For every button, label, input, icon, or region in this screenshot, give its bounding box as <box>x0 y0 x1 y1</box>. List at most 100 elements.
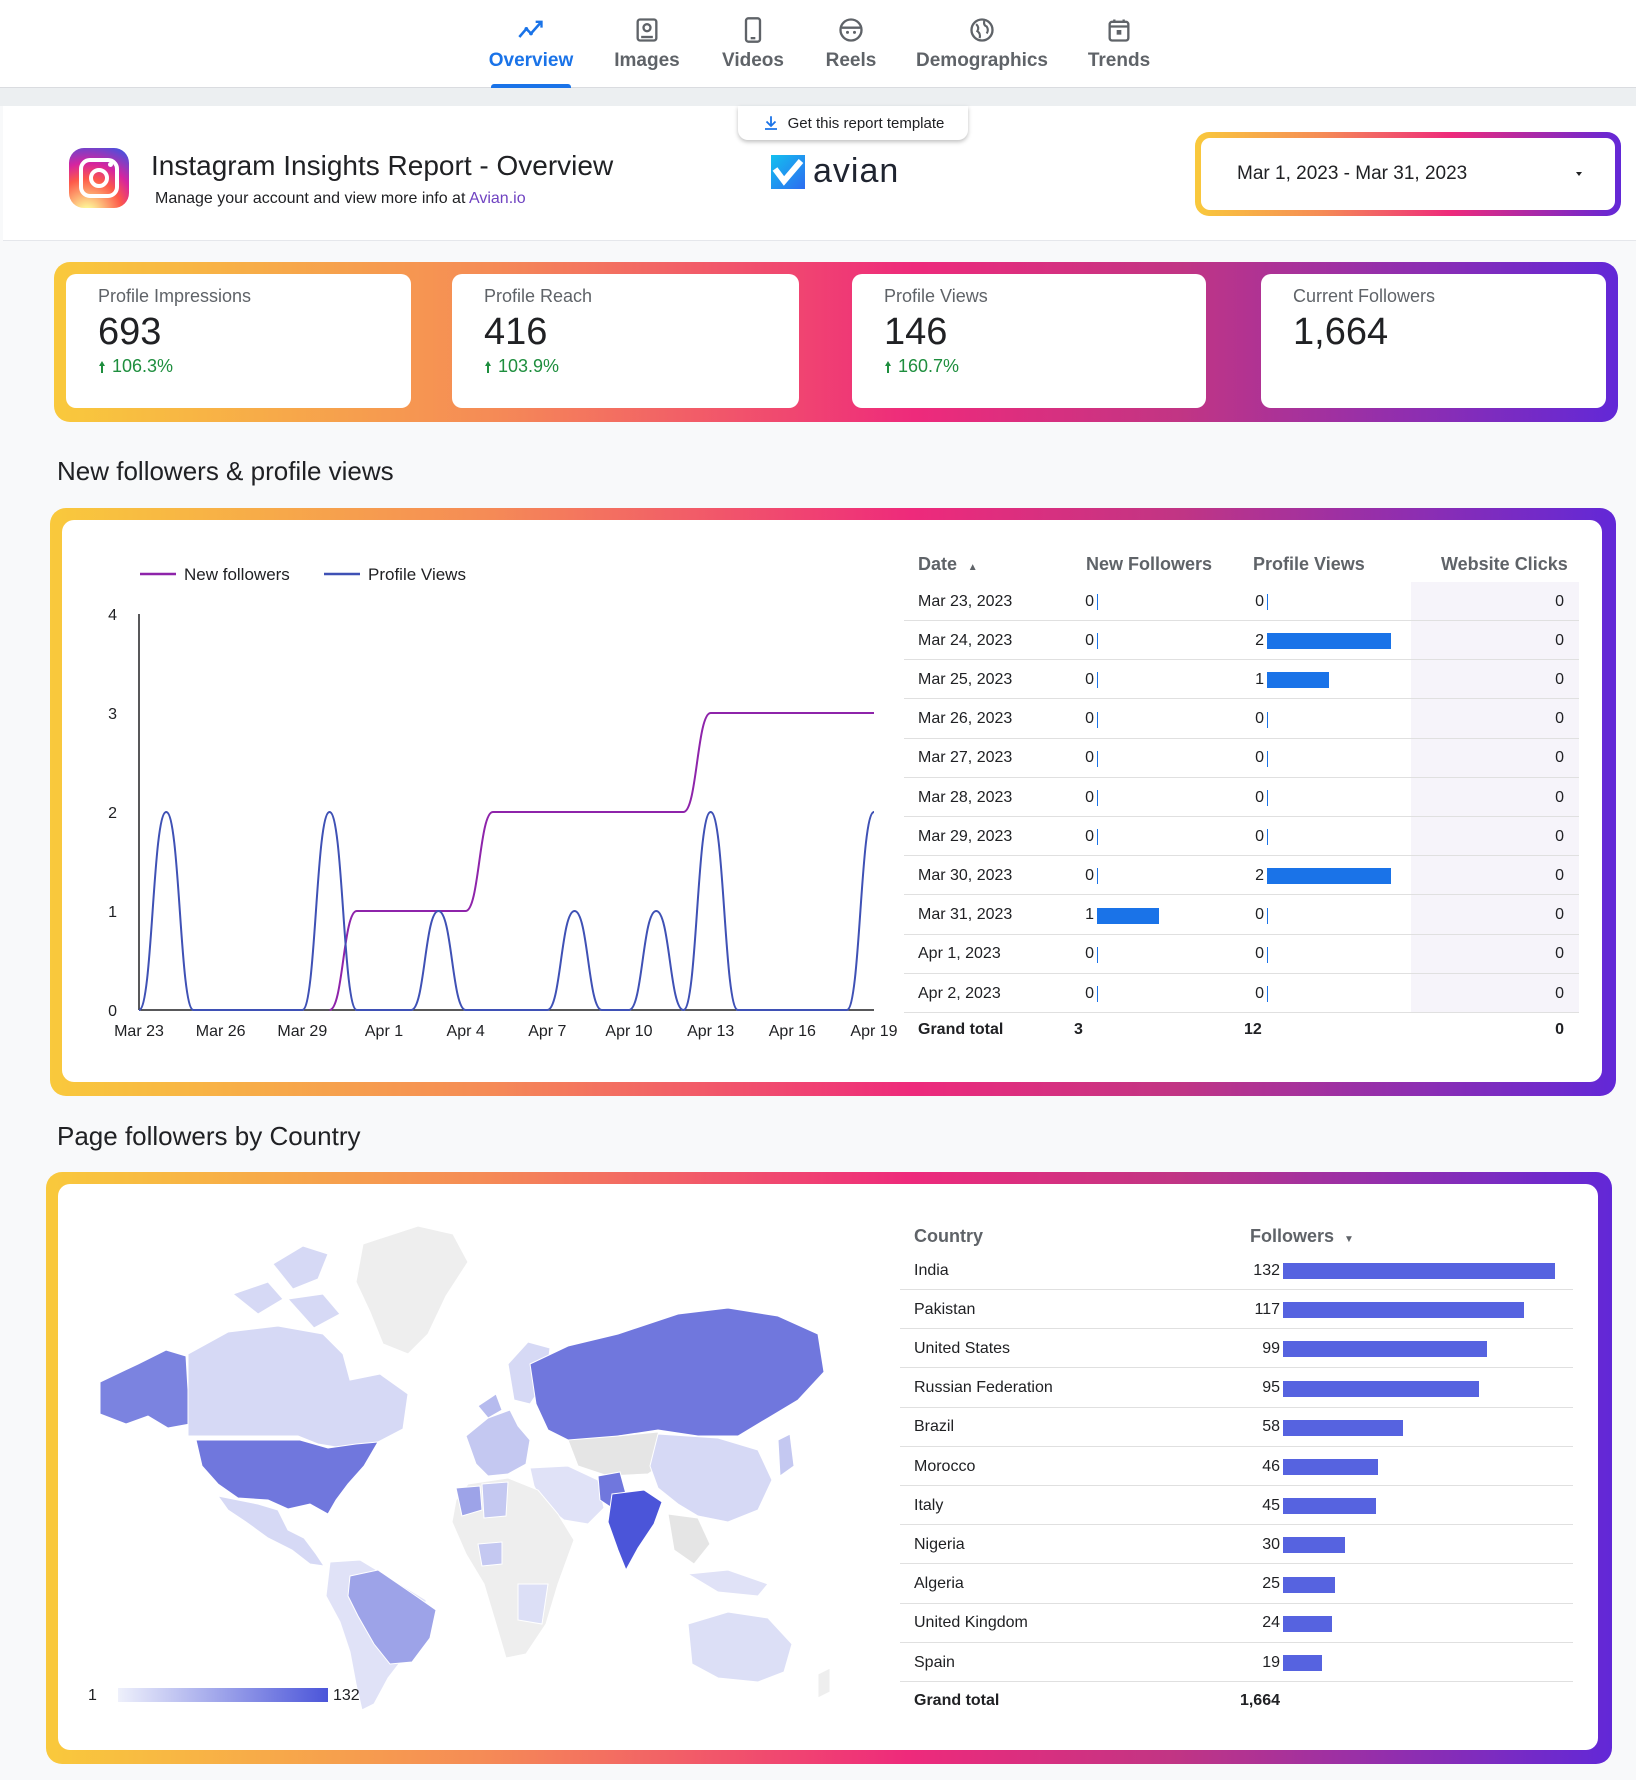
table-row[interactable]: Mar 31, 2023 1 0 0 <box>904 896 1579 935</box>
x-tick-label: Apr 13 <box>687 1023 734 1040</box>
profile-views-bar <box>1267 986 1268 1002</box>
column-header[interactable]: Website Clicks <box>1441 554 1568 574</box>
new-followers-bar <box>1097 868 1098 885</box>
followers-bar <box>1283 1302 1525 1319</box>
column-header-followers[interactable]: Followers ▼ <box>1250 1226 1354 1246</box>
table-row[interactable]: Italy 45 <box>900 1486 1573 1526</box>
website-clicks-cell: 0 <box>1555 592 1564 610</box>
new-followers-bar <box>1097 829 1098 846</box>
kpi-value: 146 <box>884 311 948 353</box>
date-cell: Apr 2, 2023 <box>918 984 1001 1002</box>
column-header[interactable]: New Followers <box>1086 554 1213 574</box>
table-row[interactable]: Mar 25, 2023 0 1 0 <box>904 660 1579 700</box>
table-row[interactable]: Mar 27, 2023 0 0 0 <box>904 739 1579 778</box>
avian-mark-icon <box>771 154 805 189</box>
table-row[interactable]: Apr 2, 2023 0 0 0 <box>904 974 1579 1013</box>
table-row[interactable]: Morocco 46 <box>900 1447 1573 1486</box>
tab-overview[interactable]: Overview <box>488 0 574 88</box>
grand-total-label: Grand total <box>914 1692 1000 1710</box>
tab-demographics[interactable]: Demographics <box>916 0 1048 88</box>
new-followers-bar <box>1097 633 1098 650</box>
table-row[interactable]: Nigeria 30 <box>900 1525 1573 1565</box>
get-template-label: Get this report template <box>787 114 945 132</box>
x-tick-label: Apr 19 <box>850 1023 897 1040</box>
column-header[interactable]: Date ▲ <box>918 554 978 574</box>
y-tick-label: 2 <box>108 805 117 822</box>
country-cell: Nigeria <box>914 1535 965 1553</box>
table-row[interactable]: Brazil 58 <box>900 1408 1573 1447</box>
table-row[interactable]: Apr 1, 2023 0 0 0 <box>904 935 1579 974</box>
new-followers-cell: 0 <box>1085 592 1094 610</box>
date-cell: Mar 29, 2023 <box>918 827 1013 845</box>
profile-views-cell: 1 <box>1255 670 1264 688</box>
profile-views-cell: 0 <box>1255 749 1264 767</box>
kpi-label: Profile Views <box>884 286 988 306</box>
profile-views-cell: 0 <box>1255 945 1264 963</box>
table-row[interactable]: Spain 19 <box>900 1643 1573 1682</box>
get-template-button[interactable]: Get this report template <box>738 106 968 140</box>
followers-cell: 25 <box>1262 1575 1280 1593</box>
x-tick-label: Mar 23 <box>114 1023 164 1040</box>
y-tick-label: 1 <box>108 904 117 921</box>
x-tick-label: Apr 1 <box>365 1023 403 1040</box>
country-panel-body: 1 132 Country Followers ▼ India 132 Pakistan 1… <box>58 1184 1598 1750</box>
kpi-card-impressions: Profile Impressions 693 106.3% <box>66 274 411 408</box>
calendar-icon <box>1108 19 1130 42</box>
new-followers-bar <box>1097 672 1098 689</box>
table-row[interactable]: Russian Federation 95 <box>900 1369 1573 1408</box>
table-row[interactable]: United Kingdom 24 <box>900 1604 1573 1643</box>
date-range-value: Mar 1, 2023 - Mar 31, 2023 <box>1237 163 1468 184</box>
country-cell: India <box>914 1261 949 1279</box>
grand-total-label: Grand total <box>918 1021 1004 1039</box>
new-followers-cell: 0 <box>1085 827 1094 845</box>
date-range-picker[interactable]: Mar 1, 2023 - Mar 31, 2023 <box>1195 132 1621 216</box>
new-followers-cell: 0 <box>1085 631 1094 649</box>
table-row[interactable]: Mar 28, 2023 0 0 0 <box>904 778 1579 817</box>
avian-link[interactable]: Avian.io <box>468 190 526 207</box>
trending-icon <box>518 20 543 38</box>
table-row[interactable]: Mar 26, 2023 0 0 0 <box>904 700 1579 739</box>
y-tick-label: 4 <box>108 607 117 624</box>
tab-reels[interactable]: Reels <box>823 0 879 88</box>
kpi-panel: Profile Impressions 693 106.3% Profile R… <box>54 262 1618 422</box>
dropdown-arrow-icon <box>1576 172 1582 176</box>
table-row[interactable]: Mar 29, 2023 0 0 0 <box>904 817 1579 857</box>
phone-icon <box>744 17 762 43</box>
column-header-country[interactable]: Country <box>914 1226 983 1246</box>
kpi-delta-value: 160.7% <box>898 356 960 376</box>
map-legend-gradient <box>118 1688 328 1702</box>
table-row[interactable]: Mar 24, 2023 0 2 0 <box>904 621 1579 661</box>
avian-wordmark: avian <box>813 152 900 190</box>
new-followers-cell: 0 <box>1085 788 1094 806</box>
profile-views-cell: 0 <box>1255 788 1264 806</box>
x-tick-label: Apr 16 <box>769 1023 816 1040</box>
column-header[interactable]: Profile Views <box>1253 554 1365 574</box>
followers-cell: 95 <box>1262 1379 1280 1397</box>
tab-videos[interactable]: Videos <box>720 0 786 88</box>
kpi-value: 693 <box>98 311 162 353</box>
new-followers-bar <box>1097 907 1159 924</box>
table-row[interactable]: United States 99 <box>900 1329 1573 1369</box>
profile-views-bar <box>1267 790 1268 806</box>
image-icon <box>636 18 658 42</box>
x-tick-label: Apr 4 <box>447 1023 485 1040</box>
map-legend-max: 132 <box>333 1687 360 1704</box>
table-row[interactable]: India 132 <box>900 1251 1573 1290</box>
table-row[interactable]: Mar 30, 2023 0 2 0 <box>904 856 1579 896</box>
date-cell: Mar 26, 2023 <box>918 710 1013 728</box>
world-map[interactable]: 1 132 <box>78 1204 908 1724</box>
top-navigation: Overview Images Videos Reels Demographic… <box>0 0 1636 88</box>
table-row[interactable]: Mar 23, 2023 0 0 0 <box>904 582 1579 621</box>
table-row[interactable]: Pakistan 117 <box>900 1290 1573 1330</box>
new-followers-cell: 0 <box>1085 984 1094 1002</box>
series-line-profile-views <box>138 810 875 1012</box>
tab-images[interactable]: Images <box>612 0 682 88</box>
followers-panel: 0 1 2 3 4 Mar 23 Mar 26 Mar 29 Apr 1 Apr 4 Apr 7 Ap… <box>50 508 1616 1096</box>
total-profile-views: 12 <box>1244 1021 1262 1039</box>
tab-trends[interactable]: Trends <box>1087 0 1151 88</box>
table-row[interactable]: Algeria 25 <box>900 1565 1573 1604</box>
date-cell: Mar 23, 2023 <box>918 592 1013 610</box>
globe-icon <box>970 18 994 42</box>
kpi-label: Current Followers <box>1293 286 1436 306</box>
tab-overview-label: Overview <box>488 50 574 71</box>
